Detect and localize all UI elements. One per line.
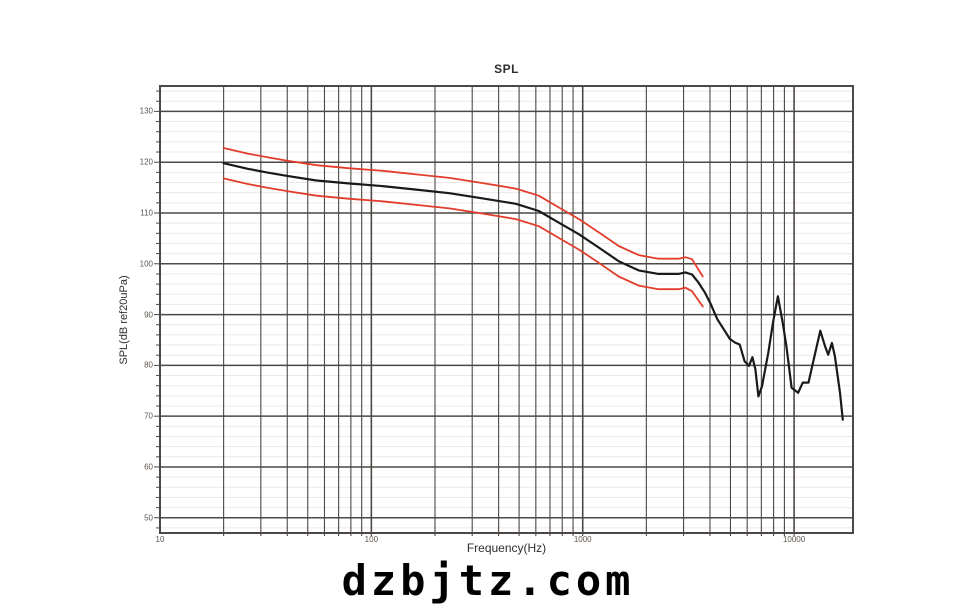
x-tick-label: 1000 (573, 535, 592, 544)
y-tick-label: 110 (140, 208, 153, 218)
y-tick-label: 70 (144, 411, 153, 421)
y-axis-title: SPL(dB ref20uPa) (118, 275, 130, 365)
curve-measured-spl (222, 162, 844, 421)
chart-title: SPL (494, 62, 519, 76)
y-tick-label: 50 (144, 513, 153, 523)
watermark-text: dzbjtz.com (341, 556, 635, 605)
curve-upper-tolerance (222, 147, 704, 278)
y-tick-label: 60 (144, 462, 153, 472)
x-tick-label: 100 (364, 535, 379, 544)
x-tick-label: 10000 (782, 535, 806, 544)
x-tick-label: 10 (155, 535, 165, 544)
y-tick-label: 130 (139, 106, 153, 116)
curve-lower-tolerance (222, 177, 704, 308)
y-tick-label: 80 (144, 360, 153, 370)
x-axis-title: Frequency(Hz) (466, 541, 547, 555)
y-tick-label: 90 (144, 310, 153, 320)
y-tick-label: 100 (139, 259, 153, 269)
y-tick-label: 120 (139, 157, 153, 167)
